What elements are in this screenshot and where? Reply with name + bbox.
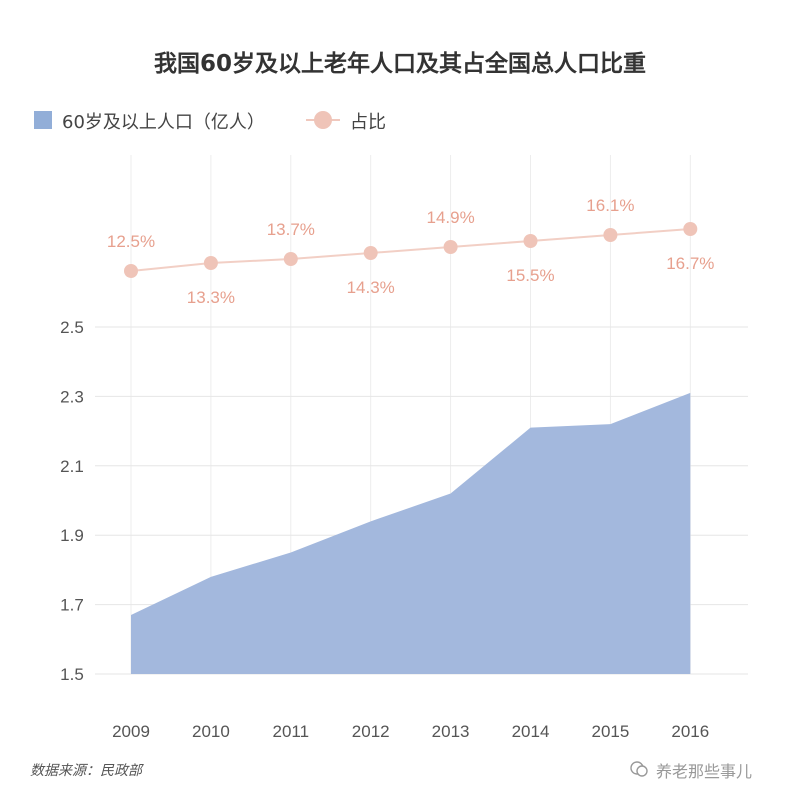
ratio-point — [203, 256, 218, 270]
y-tick-label: 1.9 — [60, 526, 84, 545]
ratio-data-label: 15.5% — [506, 266, 554, 285]
y-tick-label: 1.7 — [60, 596, 84, 615]
x-tick-label: 2016 — [671, 722, 709, 741]
ratio-point — [124, 264, 138, 278]
ratio-data-label: 16.7% — [666, 254, 714, 273]
ratio-data-label: 13.7% — [267, 220, 315, 239]
x-tick-label: 2009 — [112, 722, 150, 741]
ratio-data-label: 14.3% — [347, 278, 395, 297]
y-tick-label: 2.3 — [60, 387, 84, 406]
ratio-data-label: 13.3% — [187, 288, 235, 307]
area-series — [131, 392, 691, 674]
legend-line-label: 占比 — [350, 112, 386, 133]
wechat-icon — [630, 761, 648, 777]
ratio-data-label: 12.5% — [107, 232, 155, 251]
ratio-point — [523, 234, 538, 248]
y-tick-label: 2.5 — [60, 318, 84, 337]
y-tick-label: 2.1 — [60, 457, 84, 476]
x-tick-label: 2014 — [512, 722, 550, 741]
ratio-point — [683, 222, 698, 236]
ratio-point — [363, 246, 378, 260]
ratio-point — [283, 252, 298, 266]
x-tick-label: 2015 — [591, 722, 629, 741]
x-tick-label: 2013 — [432, 722, 470, 741]
watermark-text: 养老那些事儿 — [656, 762, 753, 781]
ratio-data-label: 14.9% — [426, 208, 474, 227]
ratio-data-label: 16.1% — [586, 196, 634, 215]
legend-area-swatch — [34, 111, 52, 129]
x-tick-label: 2011 — [273, 722, 310, 741]
ratio-line — [130, 228, 691, 272]
ratio-point — [443, 240, 458, 254]
ratio-point — [603, 228, 618, 242]
x-tick-label: 2010 — [192, 722, 230, 741]
legend-area-label: 60岁及以上人口（亿人） — [62, 112, 265, 133]
data-source-note: 数据来源：民政部 — [30, 763, 142, 779]
legend-dot-marker — [314, 111, 332, 129]
x-tick-label: 2012 — [352, 722, 390, 741]
y-tick-label: 1.5 — [60, 665, 84, 684]
chart-title: 我国60岁及以上老年人口及其占全国总人口比重 — [153, 51, 646, 77]
